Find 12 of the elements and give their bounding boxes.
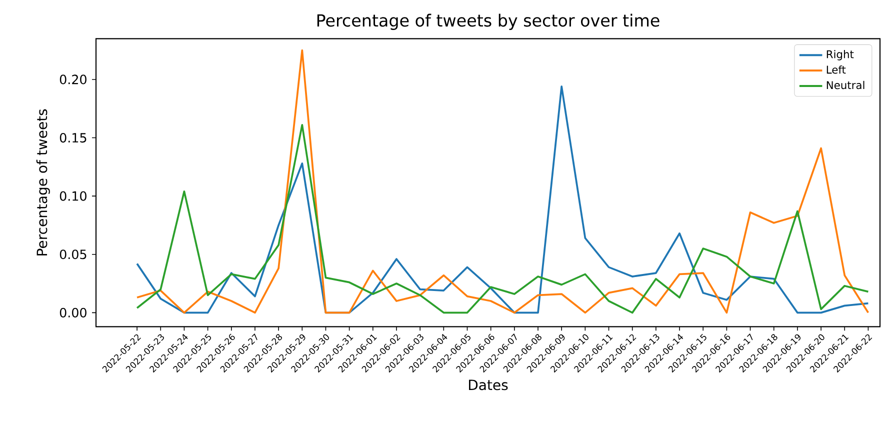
legend-label: Neutral (826, 81, 864, 90)
legend-label: Right (826, 50, 854, 61)
y-tick-label: 0.05 (60, 250, 86, 260)
legend-label: Left (826, 66, 846, 74)
y-axis-title: Percentage of tweets (36, 109, 50, 256)
y-tick-label: 0.15 (60, 133, 86, 143)
y-tick-label: 0.00 (60, 308, 86, 318)
x-axis-title: Dates (469, 380, 508, 390)
y-tick-label: 0.20 (60, 74, 86, 84)
line-series (136, 124, 870, 314)
y-tick-label: 0.10 (60, 191, 86, 202)
chart-title: Percentage of tweets by sector over time (317, 14, 660, 30)
